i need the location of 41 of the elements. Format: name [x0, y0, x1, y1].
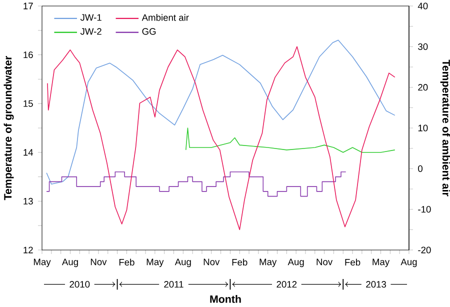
legend-label: GG: [142, 28, 156, 35]
line-series: [185, 128, 396, 153]
text: 2010: [70, 281, 90, 288]
line-series: [46, 40, 396, 185]
y2-tick-label: -10: [418, 206, 431, 213]
y-tick-label: 14: [24, 149, 34, 156]
x-tick-label: Nov: [204, 258, 220, 266]
y-tick-label: 17: [24, 2, 33, 10]
x-tick-label: Nov: [316, 258, 333, 266]
x-tick-label: Feb: [232, 258, 248, 266]
y2-axis-title: Temperature of ambient air: [440, 60, 450, 196]
legend-label: Ambient air: [142, 14, 189, 21]
x-tick-label: May: [372, 258, 390, 268]
y2-tick-label: 40: [418, 2, 428, 10]
x-tick-label: Aug: [62, 258, 78, 268]
x-tick-label: May: [146, 258, 164, 268]
y2-tick-label: 20: [418, 84, 428, 91]
text: 2013: [366, 281, 386, 288]
x-tick-label: Feb: [345, 258, 360, 266]
line-series: [47, 46, 396, 230]
text: 2012: [276, 281, 297, 288]
x-tick-label: Aug: [288, 258, 304, 268]
y2-tick-label: -20: [418, 246, 431, 254]
y2-tick-label: 30: [418, 43, 428, 50]
x-tick-label: May: [260, 258, 277, 268]
text: 2011: [164, 281, 184, 288]
y-tick-label: 16: [24, 52, 33, 58]
y-tick-label: 15: [24, 100, 33, 107]
x-tick-label: Aug: [174, 258, 191, 268]
x-tick-label: May: [34, 258, 51, 268]
y-tick-label: 13: [24, 198, 33, 204]
x-tick-label: Nov: [90, 258, 107, 266]
legend-label: JW-2: [80, 28, 102, 35]
y-tick-label: 12: [24, 246, 33, 254]
x-tick-label: Feb: [119, 258, 134, 266]
y2-tick-label: 10: [418, 124, 428, 132]
legend-label: JW-1: [80, 14, 102, 21]
x-tick-label: Aug: [400, 258, 417, 268]
y2-tick-label: 0: [418, 165, 423, 172]
y-axis-title: Temperature of groundwater: [4, 56, 14, 200]
x-axis-title: Month: [210, 295, 241, 303]
